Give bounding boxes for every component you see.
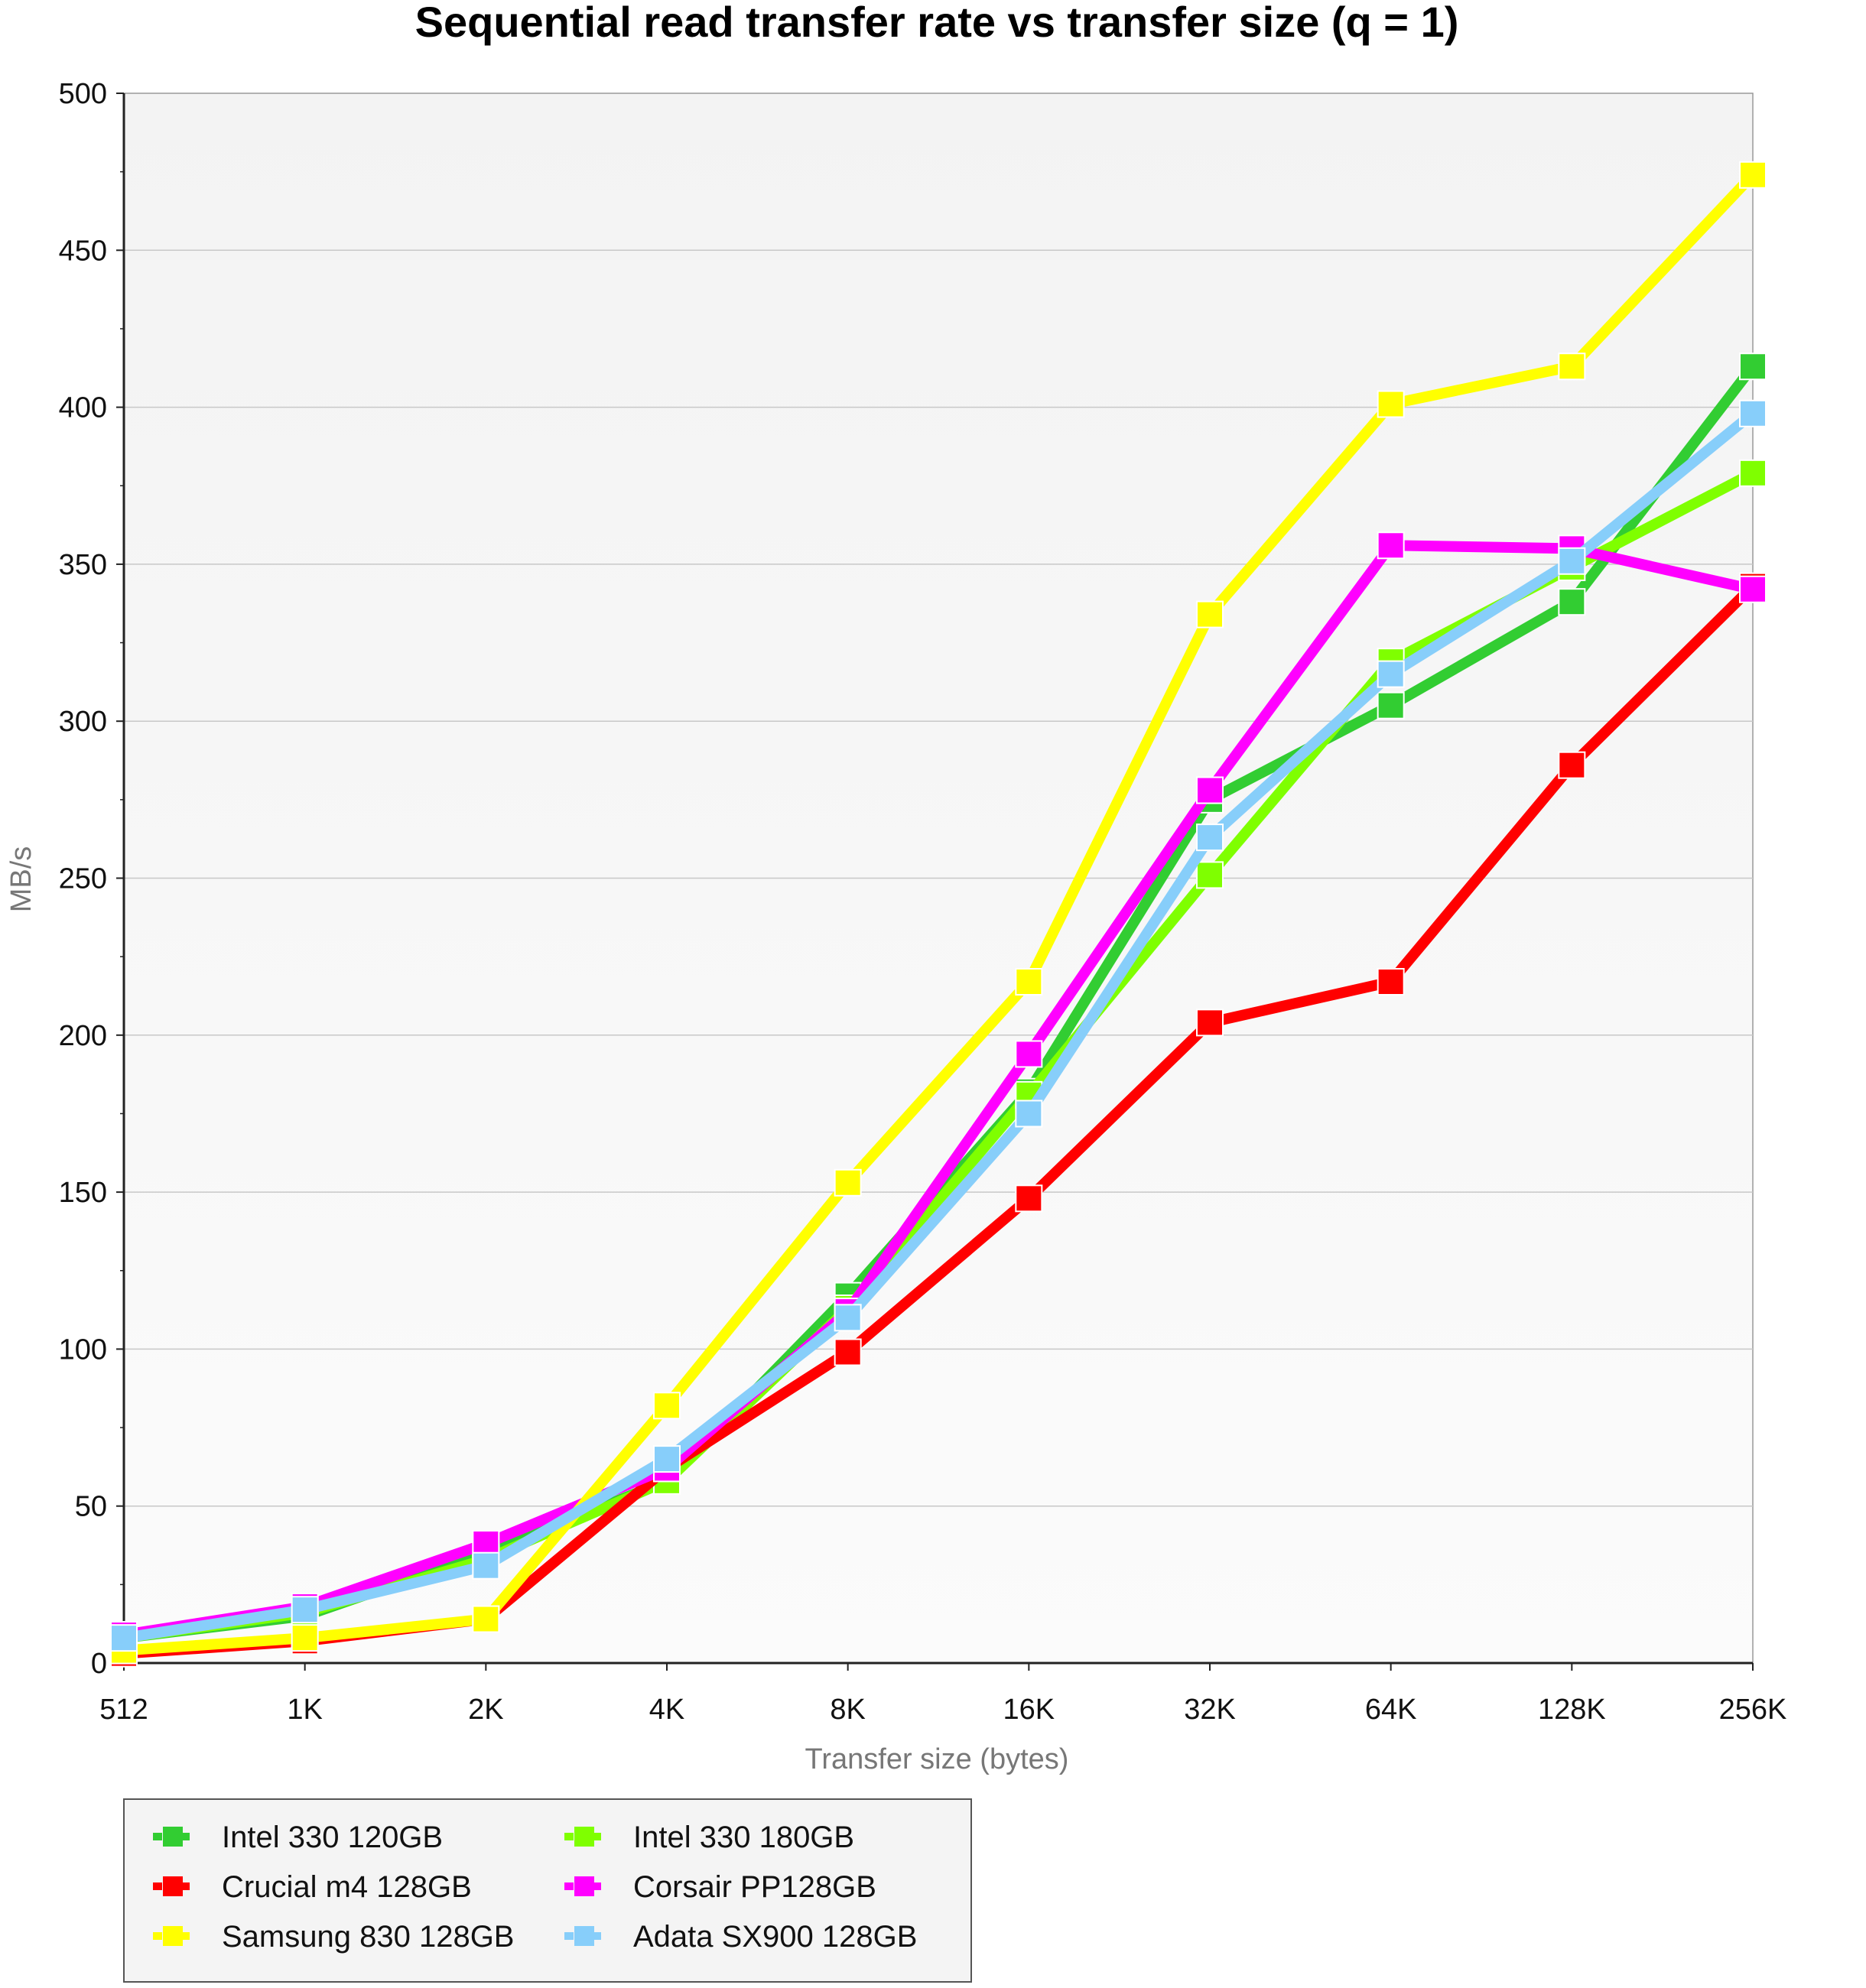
- y-tick-label: 500: [59, 78, 107, 110]
- legend-item: Crucial m4 128GB: [153, 1870, 472, 1904]
- legend-swatch-marker: [163, 1827, 183, 1847]
- x-tick-label: 2K: [468, 1694, 503, 1726]
- data-point: [472, 1605, 500, 1633]
- data-point: [1196, 776, 1224, 804]
- data-point: [291, 1596, 319, 1624]
- data-point: [653, 1445, 681, 1473]
- x-tick-label: 1K: [287, 1694, 322, 1726]
- y-axis-label: MB/s: [5, 846, 37, 913]
- data-point: [472, 1551, 500, 1580]
- legend-swatch-marker: [163, 1876, 183, 1896]
- data-point: [1558, 588, 1586, 616]
- y-tick-label: 400: [59, 392, 107, 424]
- data-point: [1558, 352, 1586, 381]
- y-tick-label: 300: [59, 706, 107, 738]
- data-point: [1377, 660, 1405, 688]
- data-point: [1196, 1009, 1224, 1037]
- series-line: [122, 409, 1757, 1644]
- data-point: [1377, 390, 1405, 418]
- data-point: [1196, 823, 1224, 852]
- data-point: [1377, 531, 1405, 560]
- series-samsung-830-128gb: [110, 161, 1767, 1665]
- data-point: [834, 1168, 862, 1197]
- legend-item: Adata SX900 128GB: [564, 1920, 917, 1954]
- x-tick-label: 128K: [1538, 1694, 1606, 1726]
- series-line: [123, 171, 1757, 1656]
- x-tick-label: 8K: [830, 1694, 865, 1726]
- y-tick-label: 350: [59, 549, 107, 581]
- x-axis-label: Transfer size (bytes): [805, 1743, 1069, 1775]
- legend-label: Corsair PP128GB: [633, 1870, 876, 1904]
- chart-title: Sequential read transfer rate vs transfe…: [415, 0, 1459, 46]
- legend-label: Crucial m4 128GB: [222, 1870, 472, 1904]
- legend-label: Intel 330 120GB: [222, 1821, 443, 1854]
- y-tick-label: 100: [59, 1333, 107, 1366]
- data-point: [1015, 1184, 1043, 1213]
- data-point: [1015, 1100, 1043, 1128]
- y-tick-label: 450: [59, 235, 107, 267]
- data-point: [1377, 967, 1405, 996]
- data-point: [1196, 861, 1224, 889]
- legend-label: Intel 330 180GB: [633, 1821, 854, 1854]
- legend-label: Adata SX900 128GB: [633, 1920, 917, 1954]
- data-point: [1558, 547, 1586, 575]
- x-tick-label: 32K: [1184, 1694, 1236, 1726]
- legend-swatch-marker: [574, 1926, 594, 1946]
- data-point: [1558, 751, 1586, 779]
- legend: [123, 1798, 972, 1983]
- legend-item: Corsair PP128GB: [564, 1870, 876, 1904]
- data-point: [1377, 691, 1405, 720]
- data-point: [1739, 399, 1767, 427]
- data-point: [1739, 352, 1767, 381]
- data-point: [1739, 459, 1767, 487]
- y-tick-label: 0: [91, 1648, 107, 1680]
- data-point: [1015, 967, 1043, 996]
- data-point: [834, 1304, 862, 1332]
- x-tick-label: 512: [99, 1694, 148, 1726]
- x-tick-label: 16K: [1003, 1694, 1055, 1726]
- data-point: [653, 1392, 681, 1420]
- y-tick-label: 250: [59, 863, 107, 895]
- legend-item: Samsung 830 128GB: [153, 1920, 514, 1954]
- legend-swatch-marker: [163, 1926, 183, 1946]
- series-line: [122, 540, 1754, 1640]
- legend-item: Intel 330 120GB: [153, 1821, 443, 1854]
- y-tick-label: 50: [75, 1491, 107, 1523]
- data-point: [834, 1338, 862, 1366]
- legend-swatch-marker: [574, 1827, 594, 1847]
- data-point: [1015, 1040, 1043, 1068]
- legend-label: Samsung 830 128GB: [222, 1920, 514, 1954]
- data-point: [1739, 161, 1767, 189]
- x-tick-label: 64K: [1365, 1694, 1417, 1726]
- legend-swatch-marker: [574, 1876, 594, 1896]
- data-point: [1196, 600, 1224, 629]
- y-tick-label: 200: [59, 1020, 107, 1052]
- series-adata-sx900-128gb: [110, 399, 1767, 1652]
- x-tick-label: 256K: [1719, 1694, 1787, 1726]
- data-point: [110, 1624, 138, 1652]
- x-tick-label: 4K: [649, 1694, 684, 1726]
- legend-item: Intel 330 180GB: [564, 1821, 854, 1854]
- data-point: [291, 1624, 319, 1652]
- y-tick-label: 150: [59, 1177, 107, 1209]
- data-point: [1739, 575, 1767, 603]
